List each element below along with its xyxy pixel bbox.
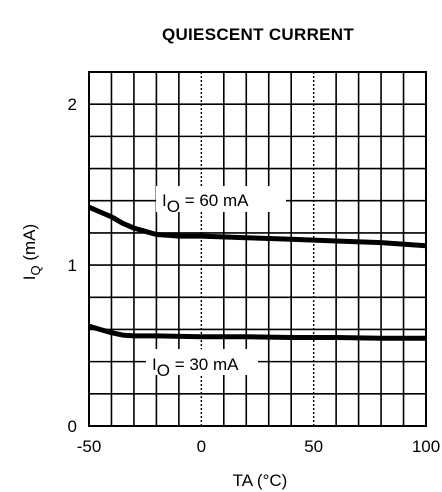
y-tick-label: 1 [68, 256, 77, 275]
x-axis-label: TA (°C) [233, 471, 288, 490]
y-tick-label: 0 [68, 417, 77, 436]
y-axis-label-main: I [20, 275, 39, 280]
y-axis-label-sub: Q [28, 265, 43, 275]
x-tick-label: 100 [412, 437, 440, 456]
series-annotation-60ma: IO = 60 mA [162, 191, 249, 216]
series-line-30ma [88, 323, 426, 341]
series-lines [88, 204, 427, 341]
x-tick-label: 50 [304, 437, 323, 456]
annotation-background [156, 186, 286, 212]
y-axis-label: IQ (mA) [20, 224, 43, 280]
series-line-60ma [88, 204, 427, 249]
x-tick-label: -50 [77, 437, 102, 456]
plot-frame [88, 71, 427, 427]
y-tick-label: 2 [68, 95, 77, 114]
x-tick-label: 0 [197, 437, 206, 456]
series-annotation-30ma: IO = 30 mA [152, 355, 239, 380]
chart-title: QUIESCENT CURRENT [162, 25, 354, 44]
series-annotations: IO = 60 mA IO = 30 mA [146, 186, 286, 380]
y-axis-label-unit: (mA) [20, 224, 39, 266]
annotation-background [146, 349, 258, 375]
